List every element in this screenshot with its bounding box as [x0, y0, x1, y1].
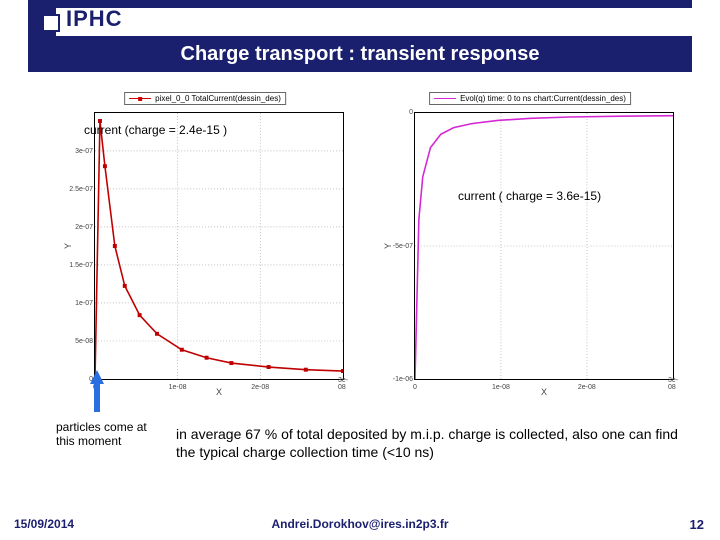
arrow-svg — [90, 370, 104, 412]
note-particles: particles come at this moment — [56, 420, 166, 449]
chart-right-plot: Y X -1e-06 -5e-07 0 0 1e-08 2e-08 3e-08 — [414, 112, 674, 380]
chart-left-curve — [95, 119, 343, 379]
header-strip — [28, 0, 692, 8]
footer-date: 15/09/2014 — [14, 517, 74, 531]
xtick: 2e-08 — [251, 384, 269, 391]
xtick: 3e-08 — [338, 377, 348, 391]
ylabel: Y — [63, 243, 73, 249]
chart-right-caption: current ( charge = 3.6e-15) — [458, 189, 601, 203]
chart-left-caption: current (charge = 2.4e-15 ) — [84, 123, 227, 137]
legend-swatch-icon — [129, 98, 151, 99]
ytick: 1.5e-07 — [65, 262, 93, 269]
xtick: 0 — [413, 384, 417, 391]
ytick: 5e-08 — [65, 338, 93, 345]
chart-left-legend: pixel_0_0 TotalCurrent(dessin_des) — [124, 92, 286, 105]
ytick: 2e-07 — [65, 224, 93, 231]
xtick: 2e-08 — [578, 384, 596, 391]
footer: 15/09/2014 Andrei.Dorokhov@ires.in2p3.fr… — [0, 514, 720, 534]
grid-icon — [95, 113, 343, 379]
ytick: 0 — [385, 109, 413, 116]
chart-right-svg — [415, 113, 673, 379]
title-bar: Charge transport : transient response — [28, 36, 692, 72]
chart-left: pixel_0_0 TotalCurrent(dessin_des) Y X 0… — [60, 92, 350, 402]
xtick: 3e-08 — [668, 377, 678, 391]
footer-email: Andrei.Dorokhov@ires.in2p3.fr — [271, 517, 448, 531]
ytick: 3e-07 — [65, 148, 93, 155]
legend-label: Evol(q) time: 0 to ns chart:Current(dess… — [460, 94, 626, 103]
xtick: 1e-08 — [492, 384, 510, 391]
ytick: 2.5e-07 — [65, 186, 93, 193]
xlabel: X — [216, 387, 222, 397]
chart-right-curve — [415, 116, 673, 379]
xlabel: X — [541, 387, 547, 397]
grid-icon — [415, 113, 673, 379]
ytick: -5e-07 — [385, 243, 413, 250]
chart-left-svg — [95, 113, 343, 379]
note-main: in average 67 % of total deposited by m.… — [176, 425, 686, 461]
logo-text: IPHC — [66, 6, 123, 32]
legend-label: pixel_0_0 TotalCurrent(dessin_des) — [155, 94, 281, 103]
page-title: Charge transport : transient response — [181, 43, 540, 66]
logo-square-icon — [42, 14, 60, 32]
xtick: 1e-08 — [169, 384, 187, 391]
footer-page-number: 12 — [690, 517, 704, 532]
ytick: -1e-06 — [385, 376, 413, 383]
ytick: 0 — [65, 376, 93, 383]
chart-left-plot: Y X 0 5e-08 1e-07 1.5e-07 2e-07 2.5e-07 … — [94, 112, 344, 380]
chart-right: Evol(q) time: 0 to ns chart:Current(dess… — [380, 92, 680, 402]
chart-right-legend: Evol(q) time: 0 to ns chart:Current(dess… — [429, 92, 631, 105]
arrow-up-icon — [90, 370, 104, 412]
legend-swatch-icon — [434, 98, 456, 99]
ytick: 1e-07 — [65, 300, 93, 307]
